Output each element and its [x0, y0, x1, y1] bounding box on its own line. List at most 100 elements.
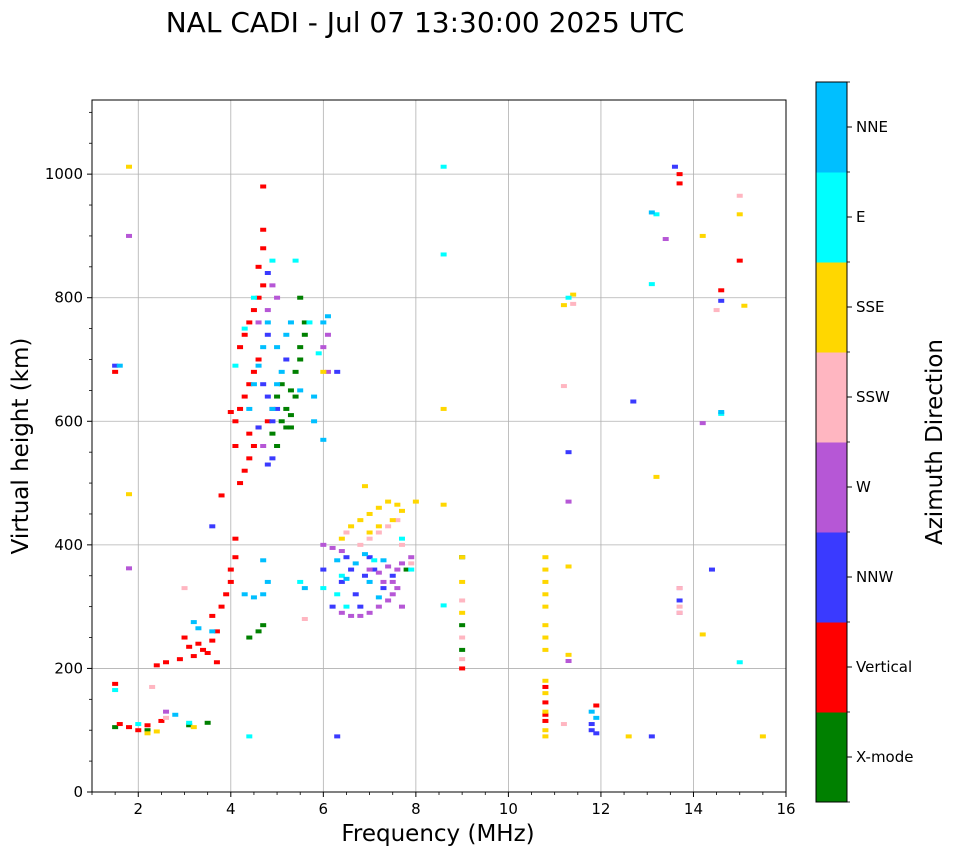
data-point-vertical — [241, 468, 248, 473]
data-point-sse — [759, 734, 766, 739]
data-point-e — [440, 603, 447, 608]
data-point-w — [699, 421, 706, 426]
data-point-sse — [542, 555, 549, 560]
data-point-nnw — [112, 363, 119, 368]
data-point-vertical — [176, 657, 183, 662]
data-point-sse — [542, 728, 549, 733]
data-point-vertical — [241, 332, 248, 337]
data-point-vertical — [250, 444, 257, 448]
data-point-vertical — [676, 181, 683, 186]
data-point-nne — [343, 576, 350, 581]
data-point-nnw — [320, 567, 327, 572]
data-point-vertical — [232, 555, 239, 560]
data-point-e — [648, 282, 655, 287]
data-point-vertical — [260, 184, 267, 189]
y-tick-label: 200 — [54, 659, 83, 677]
data-point-ssw — [398, 542, 405, 547]
data-point-x-mode — [297, 357, 304, 362]
data-point-vertical — [195, 641, 202, 646]
data-point-vertical — [213, 629, 220, 634]
data-point-e — [246, 734, 253, 739]
data-point-ssw — [676, 610, 683, 615]
data-point-w — [366, 567, 373, 572]
colorbar-swatch — [816, 442, 847, 533]
data-points — [112, 164, 766, 739]
data-point-vertical — [232, 536, 239, 541]
data-point-w — [385, 564, 392, 569]
data-point-nnw — [269, 456, 276, 461]
data-point-vertical — [246, 382, 253, 387]
data-point-w — [264, 308, 271, 313]
data-point-e — [338, 573, 345, 578]
data-point-vertical — [218, 493, 225, 498]
data-point-nnw — [588, 722, 595, 727]
data-point-nne — [264, 579, 271, 584]
data-point-ssw — [163, 715, 170, 720]
data-point-sse — [398, 508, 405, 513]
data-point-nnw — [588, 728, 595, 733]
data-point-e — [250, 295, 257, 300]
data-point-w — [375, 604, 382, 609]
colorbar-tick-label: Vertical — [856, 658, 912, 676]
data-point-w — [385, 598, 392, 603]
data-point-sse — [542, 635, 549, 640]
data-point-x-mode — [274, 444, 281, 448]
chart-title: NAL CADI - Jul 07 13:30:00 2025 UTC — [166, 6, 685, 39]
data-point-vertical — [186, 644, 193, 649]
data-point-vertical — [542, 700, 549, 705]
data-point-ssw — [149, 684, 156, 689]
data-point-nne — [311, 419, 318, 424]
data-point-e — [565, 295, 572, 300]
data-point-vertical — [181, 635, 188, 640]
data-point-vertical — [260, 227, 267, 232]
data-point-ssw — [459, 635, 466, 640]
data-point-nnw — [366, 555, 373, 560]
data-point-sse — [542, 592, 549, 597]
y-axis-ticks: 0 200 400 600 800 1000 — [45, 111, 92, 801]
data-point-ssw — [408, 561, 415, 566]
data-point-w — [394, 567, 401, 572]
data-point-vertical — [736, 258, 743, 263]
data-point-nne — [311, 394, 318, 399]
data-point-nne — [209, 629, 216, 634]
colorbar-tick-label: NNE — [856, 118, 888, 136]
data-point-nne — [648, 210, 655, 215]
data-point-w — [163, 709, 170, 714]
data-point-ssw — [570, 301, 577, 306]
data-point-vertical — [213, 660, 220, 665]
x-tick-label: 6 — [319, 800, 329, 818]
colorbar: X-mode Vertical NNW W SSW SSE E NNE — [815, 81, 913, 803]
data-point-sse — [361, 484, 368, 489]
data-point-nne — [361, 552, 368, 557]
data-point-sse — [565, 564, 572, 569]
colorbar-swatch — [816, 712, 847, 803]
data-point-w — [662, 237, 669, 242]
data-point-ssw — [459, 657, 466, 662]
data-point-nnw — [283, 357, 290, 362]
data-point-vertical — [163, 660, 170, 665]
data-point-x-mode — [255, 629, 262, 634]
data-point-e — [653, 212, 660, 217]
data-point-w — [269, 283, 276, 288]
data-point-nne — [250, 595, 257, 600]
data-point-nnw — [334, 369, 341, 374]
plot-frame — [91, 99, 787, 793]
data-point-sse — [542, 709, 549, 714]
colorbar-swatch — [816, 262, 847, 353]
data-point-w — [329, 545, 336, 550]
data-point-sse — [542, 691, 549, 696]
data-point-vertical — [246, 456, 253, 461]
data-point-nnw — [671, 164, 678, 169]
data-point-sse — [385, 499, 392, 504]
x-tick-label: 2 — [133, 800, 143, 818]
data-point-w — [398, 561, 405, 566]
data-point-e — [408, 567, 415, 572]
data-point-ssw — [343, 530, 350, 535]
data-point-vertical — [232, 419, 239, 424]
data-point-sse — [412, 499, 419, 504]
x-tick-label: 4 — [226, 800, 236, 818]
data-point-vertical — [190, 654, 197, 659]
data-point-sse — [126, 492, 133, 497]
data-point-sse — [320, 369, 327, 374]
data-point-e — [112, 688, 119, 693]
